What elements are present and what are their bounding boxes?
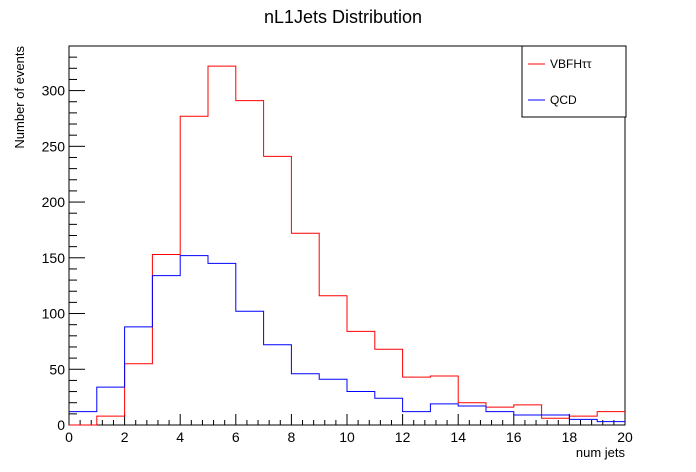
- histogram-bin: [514, 415, 542, 425]
- histogram-series-group: [69, 65, 625, 426]
- histogram-bin: [97, 387, 125, 425]
- histogram-bin: [291, 374, 319, 425]
- x-tick-label: 16: [506, 429, 522, 445]
- histogram-bin: [375, 349, 403, 425]
- histogram-bin: [97, 416, 125, 425]
- histogram-bin: [403, 412, 431, 425]
- histogram-series-vbfh: [69, 65, 625, 426]
- legend-label-vbfh: VBFHττ: [550, 57, 592, 71]
- histogram-bin: [347, 392, 375, 425]
- y-tick-label: 150: [42, 250, 66, 266]
- y-tick-label: 300: [42, 83, 66, 99]
- histogram-bin: [180, 116, 208, 425]
- histogram-bin: [236, 311, 264, 425]
- x-tick-label: 0: [65, 429, 73, 445]
- y-tick-label: 250: [42, 138, 66, 154]
- histogram-bin: [152, 276, 180, 425]
- x-tick-label: 14: [450, 429, 466, 445]
- histogram-bin: [319, 379, 347, 425]
- histogram-bin: [458, 406, 486, 425]
- histogram-bin: [597, 412, 625, 425]
- histogram-bin: [569, 416, 597, 425]
- histogram-bin: [319, 296, 347, 425]
- histogram-bin: [125, 364, 153, 425]
- x-axis-label: num jets: [576, 445, 626, 460]
- y-tick-label: 50: [49, 361, 65, 377]
- histogram-bin: [264, 156, 292, 425]
- x-tick-label: 10: [339, 429, 355, 445]
- histogram-bin: [264, 345, 292, 425]
- histogram-bin: [291, 233, 319, 425]
- x-axis: 0 2 4 6 8 10 12 14 16 18 20: [65, 414, 633, 445]
- histogram-bin: [542, 415, 570, 425]
- x-tick-label: 2: [121, 429, 129, 445]
- chart-title: nL1Jets Distribution: [264, 7, 422, 27]
- x-tick-label: 20: [617, 429, 633, 445]
- histogram-bin: [403, 377, 431, 425]
- y-tick-label: 100: [42, 306, 66, 322]
- histogram-bin: [486, 407, 514, 425]
- histogram-bin: [430, 376, 458, 425]
- legend: VBFHττ QCD: [521, 45, 627, 118]
- y-tick-label: 0: [57, 417, 65, 433]
- y-tick-label: 200: [42, 194, 66, 210]
- histogram-bin: [125, 327, 153, 425]
- histogram-bin: [236, 101, 264, 425]
- histogram-bin: [486, 412, 514, 425]
- histogram-bin: [208, 66, 236, 425]
- x-tick-label: 8: [288, 429, 296, 445]
- y-axis-label: Number of events: [12, 46, 27, 149]
- x-tick-label: 4: [176, 429, 184, 445]
- x-tick-label: 12: [395, 429, 411, 445]
- x-tick-label: 18: [562, 429, 578, 445]
- histogram-bin: [375, 398, 403, 425]
- histogram-bin: [597, 422, 625, 425]
- histogram-bin: [208, 263, 236, 425]
- histogram-series-qcd: [69, 255, 625, 423]
- histogram-bin: [347, 331, 375, 425]
- x-tick-label: 6: [232, 429, 240, 445]
- histogram-bin: [430, 404, 458, 425]
- y-axis: 0 50 100 150 200 250 300: [42, 45, 85, 433]
- legend-label-qcd: QCD: [550, 93, 577, 107]
- histogram-bin: [152, 254, 180, 425]
- histogram-bin: [542, 418, 570, 425]
- histogram-bin: [569, 419, 597, 425]
- histogram-bin: [180, 256, 208, 425]
- legend-box: [521, 45, 627, 118]
